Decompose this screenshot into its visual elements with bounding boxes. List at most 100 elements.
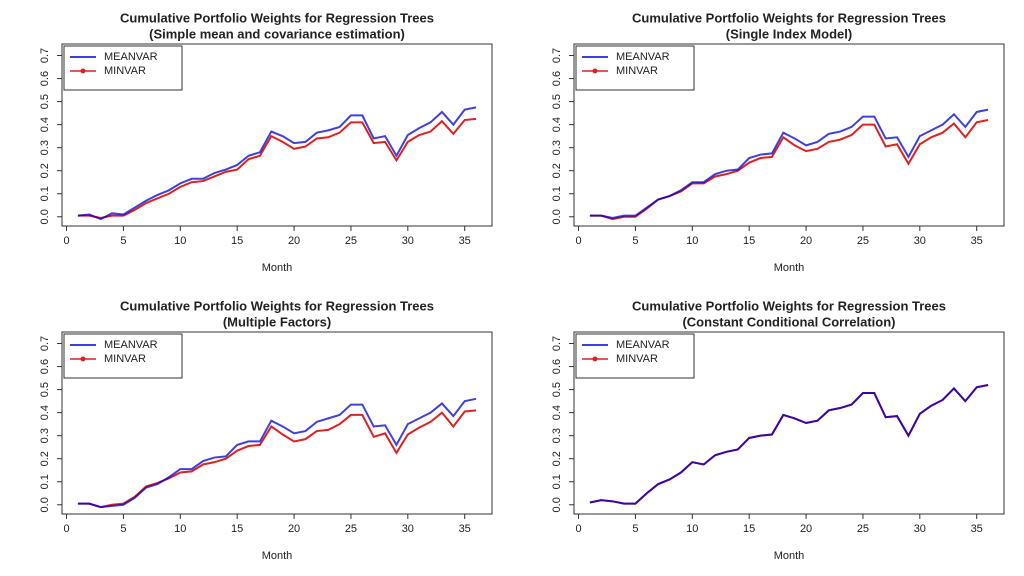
x-tick-label: 30 xyxy=(402,523,414,535)
x-tick-label: 5 xyxy=(120,523,126,535)
y-tick-label: 0.1 xyxy=(39,474,51,489)
y-tick-label: 0.2 xyxy=(551,451,563,466)
y-tick-label: 0.0 xyxy=(551,497,563,512)
y-tick-label: 0.5 xyxy=(551,382,563,397)
y-tick-label: 0.1 xyxy=(39,186,51,201)
legend-label: MINVAR xyxy=(104,353,146,365)
x-tick-label: 25 xyxy=(857,523,869,535)
x-tick-label: 25 xyxy=(345,235,357,247)
legend-box xyxy=(63,333,183,379)
plot-frame xyxy=(573,43,1005,227)
x-tick-label: 15 xyxy=(743,523,755,535)
y-tick-label: 0.6 xyxy=(39,359,51,374)
x-tick-label: 30 xyxy=(914,523,926,535)
x-tick-label: 5 xyxy=(632,523,638,535)
legend-label: MINVAR xyxy=(616,65,658,77)
chart-title: Cumulative Portfolio Weights for Regress… xyxy=(632,10,946,25)
x-tick-label: 20 xyxy=(288,235,300,247)
line-series xyxy=(589,108,989,219)
x-tick-label: 30 xyxy=(914,235,926,247)
y-tick-label: 0.7 xyxy=(551,336,563,351)
legend-box xyxy=(575,45,695,91)
chart-title: Cumulative Portfolio Weights for Regress… xyxy=(120,298,434,313)
chart-subtitle: (Single Index Model) xyxy=(726,26,852,41)
x-axis-label: Month xyxy=(262,262,293,274)
legend-box xyxy=(575,333,695,379)
plot-frame xyxy=(61,331,493,515)
legend-marker xyxy=(80,356,86,362)
x-tick-label: 15 xyxy=(743,235,755,247)
y-tick-label: 0.3 xyxy=(551,428,563,443)
chart-subtitle: (Constant Conditional Correlation) xyxy=(682,314,895,329)
x-tick-label: 25 xyxy=(857,235,869,247)
x-tick-label: 10 xyxy=(686,523,698,535)
x-axis-label: Month xyxy=(262,550,293,562)
x-tick-label: 10 xyxy=(174,523,186,535)
x-tick-label: 20 xyxy=(800,523,812,535)
x-axis-label: Month xyxy=(774,550,805,562)
chart-subtitle: (Simple mean and covariance estimation) xyxy=(149,26,405,41)
x-tick-label: 5 xyxy=(120,235,126,247)
y-tick-label: 0.1 xyxy=(551,474,563,489)
x-tick-label: 30 xyxy=(402,235,414,247)
x-tick-label: 15 xyxy=(231,523,243,535)
y-tick-label: 0.7 xyxy=(39,336,51,351)
y-tick-label: 0.7 xyxy=(39,48,51,63)
plot-frame xyxy=(573,331,1005,515)
legend-label: MEANVAR xyxy=(616,51,670,63)
y-tick-label: 0.1 xyxy=(551,186,563,201)
y-tick-label: 0.7 xyxy=(551,48,563,63)
legend-marker xyxy=(80,68,86,74)
x-tick-label: 35 xyxy=(971,523,983,535)
x-tick-label: 0 xyxy=(63,523,69,535)
x-tick-label: 10 xyxy=(174,235,186,247)
y-tick-label: 0.4 xyxy=(39,405,51,420)
x-tick-label: 20 xyxy=(288,523,300,535)
x-tick-label: 35 xyxy=(459,235,471,247)
legend-label: MEANVAR xyxy=(104,51,158,63)
legend-label: MEANVAR xyxy=(104,339,158,351)
plot-frame xyxy=(61,43,493,227)
line-series xyxy=(77,397,477,509)
y-tick-label: 0.0 xyxy=(39,497,51,512)
chart-subtitle: (Multiple Factors) xyxy=(223,314,331,329)
y-tick-label: 0.2 xyxy=(39,163,51,178)
x-tick-label: 20 xyxy=(800,235,812,247)
legend-label: MINVAR xyxy=(616,353,658,365)
x-axis-label: Month xyxy=(774,262,805,274)
line-series xyxy=(77,409,477,509)
y-tick-label: 0.5 xyxy=(39,94,51,109)
y-tick-label: 0.6 xyxy=(551,359,563,374)
chart-title: Cumulative Portfolio Weights for Regress… xyxy=(120,10,434,25)
line-series xyxy=(589,384,989,505)
chart-title: Cumulative Portfolio Weights for Regress… xyxy=(632,298,946,313)
y-tick-label: 0.0 xyxy=(551,209,563,224)
legend-label: MEANVAR xyxy=(616,339,670,351)
x-tick-label: 10 xyxy=(686,235,698,247)
x-tick-label: 0 xyxy=(575,235,581,247)
legend-label: MINVAR xyxy=(104,65,146,77)
line-series xyxy=(589,384,989,505)
y-tick-label: 0.4 xyxy=(39,117,51,132)
line-series xyxy=(77,117,477,219)
y-tick-label: 0.2 xyxy=(39,451,51,466)
y-tick-label: 0.4 xyxy=(551,117,563,132)
line-series xyxy=(77,106,477,221)
x-tick-label: 35 xyxy=(459,523,471,535)
y-tick-label: 0.3 xyxy=(551,140,563,155)
y-tick-label: 0.2 xyxy=(551,163,563,178)
x-tick-label: 35 xyxy=(971,235,983,247)
legend-marker xyxy=(592,68,598,74)
y-tick-label: 0.3 xyxy=(39,140,51,155)
y-tick-label: 0.5 xyxy=(551,94,563,109)
y-tick-label: 0.3 xyxy=(39,428,51,443)
y-tick-label: 0.6 xyxy=(551,71,563,86)
x-tick-label: 0 xyxy=(63,235,69,247)
y-tick-label: 0.0 xyxy=(39,209,51,224)
x-tick-label: 0 xyxy=(575,523,581,535)
x-tick-label: 25 xyxy=(345,523,357,535)
x-tick-label: 5 xyxy=(632,235,638,247)
y-tick-label: 0.4 xyxy=(551,405,563,420)
x-tick-label: 15 xyxy=(231,235,243,247)
